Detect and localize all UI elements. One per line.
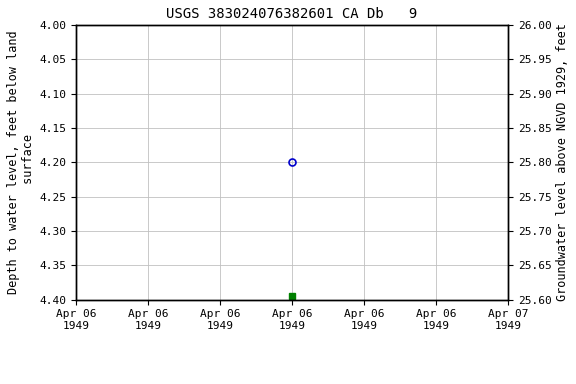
Y-axis label: Depth to water level, feet below land
 surface: Depth to water level, feet below land su… <box>7 30 35 294</box>
Title: USGS 383024076382601 CA Db   9: USGS 383024076382601 CA Db 9 <box>166 7 418 21</box>
Y-axis label: Groundwater level above NGVD 1929, feet: Groundwater level above NGVD 1929, feet <box>556 23 569 301</box>
